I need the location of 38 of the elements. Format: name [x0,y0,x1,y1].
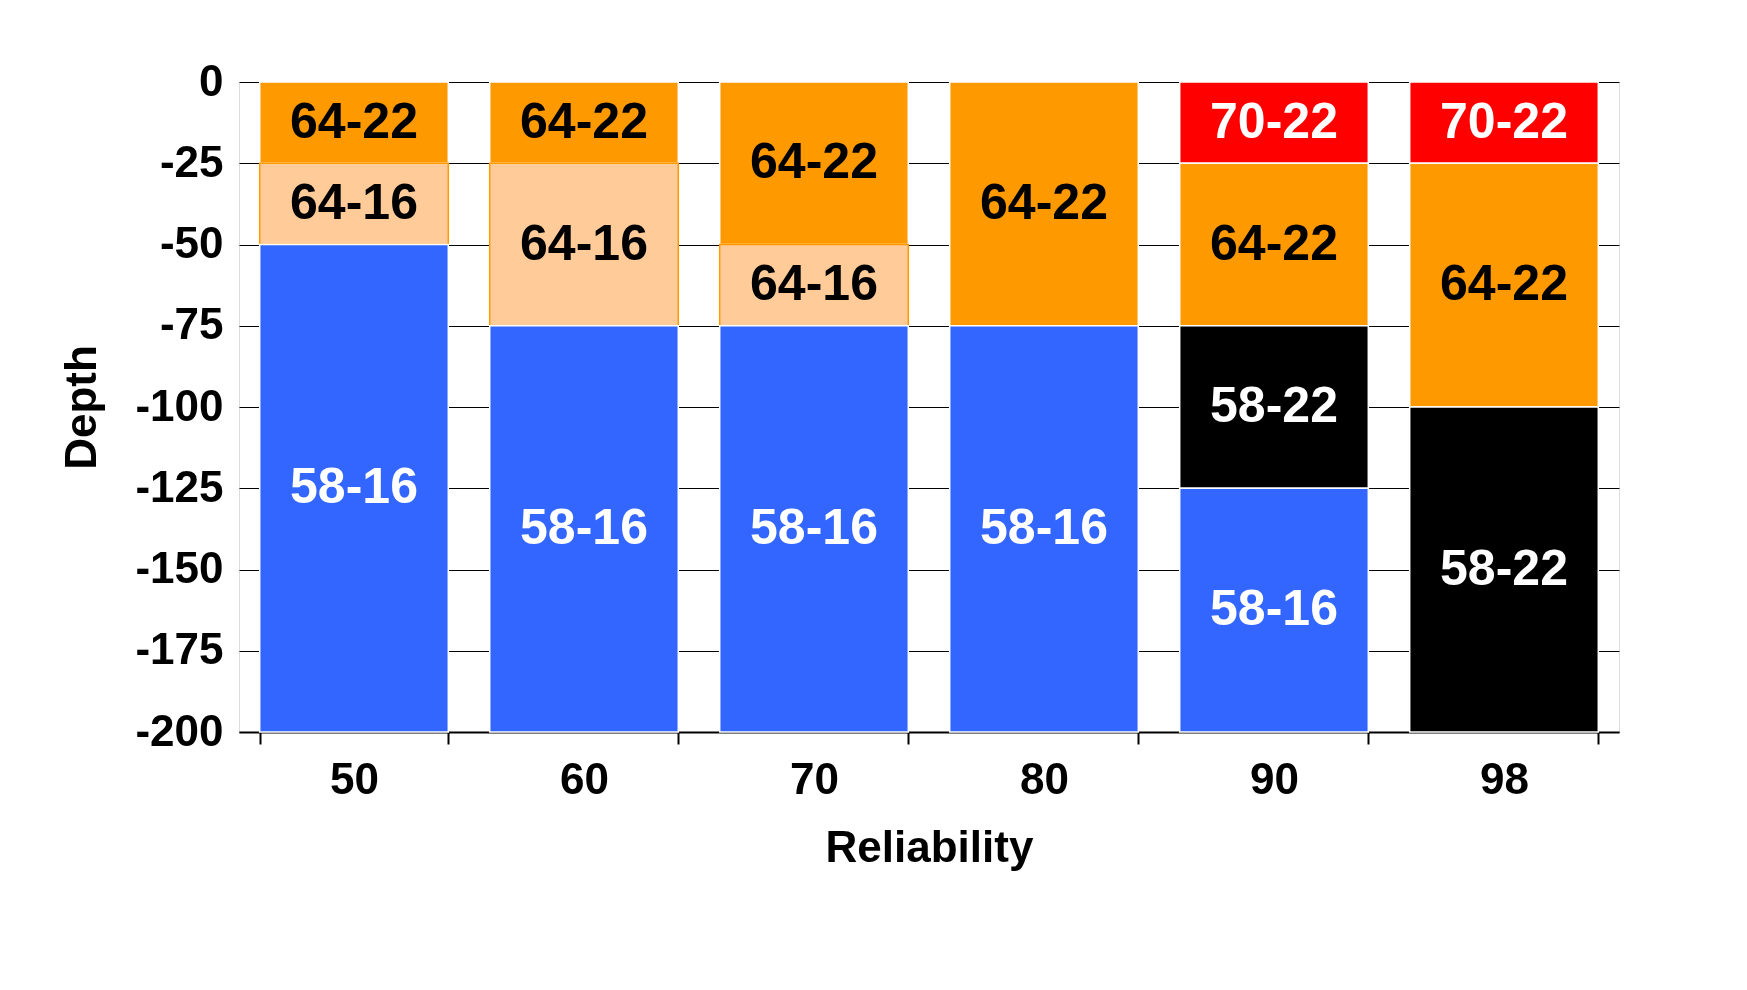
series-label: 64-16 [290,173,418,230]
text: 58-16 [1210,580,1338,637]
text: 64-22 [980,173,1108,230]
bar [488,325,680,733]
y-tick-label: -25 [159,136,224,186]
text: 58-22 [1440,539,1568,596]
x-axis-title: Reliability [825,821,1034,871]
y-tick-label: 0 [199,55,224,105]
x-tick-label: 50 [330,753,379,803]
text: 70-22 [1440,92,1568,149]
x-tick-label: 60 [560,753,609,803]
text: 64-22 [1440,255,1568,312]
series-label: 70-22 [1210,92,1338,149]
series-label: 58-16 [520,498,648,555]
text: 64-16 [520,214,648,271]
bar [718,325,910,733]
x-tick-label: 90 [1250,753,1299,803]
x-tick-label: 70 [790,753,839,803]
text: 64-22 [520,92,648,149]
y-tick-label: -175 [135,624,224,674]
y-axis-title: Depth [56,345,106,470]
x-tick-label: 98 [1480,753,1529,803]
text: 58-16 [290,458,418,515]
x-tick-label: 80 [1020,753,1069,803]
text: 58-16 [980,498,1108,555]
y-tick-label: -200 [135,705,224,755]
text: 64-22 [1210,214,1338,271]
y-tick-label: -125 [135,461,224,511]
series-label: 58-22 [1210,377,1338,433]
text: 58-16 [750,498,878,555]
y-tick-label: -50 [159,218,224,267]
series-label: 64-22 [290,92,418,149]
bar [258,243,450,733]
text: 64-22 [750,133,878,190]
y-tick-label: -150 [135,543,224,592]
y-tick-label: -75 [159,299,224,349]
y-tick-label: -100 [135,380,224,430]
text: 64-16 [750,255,878,312]
